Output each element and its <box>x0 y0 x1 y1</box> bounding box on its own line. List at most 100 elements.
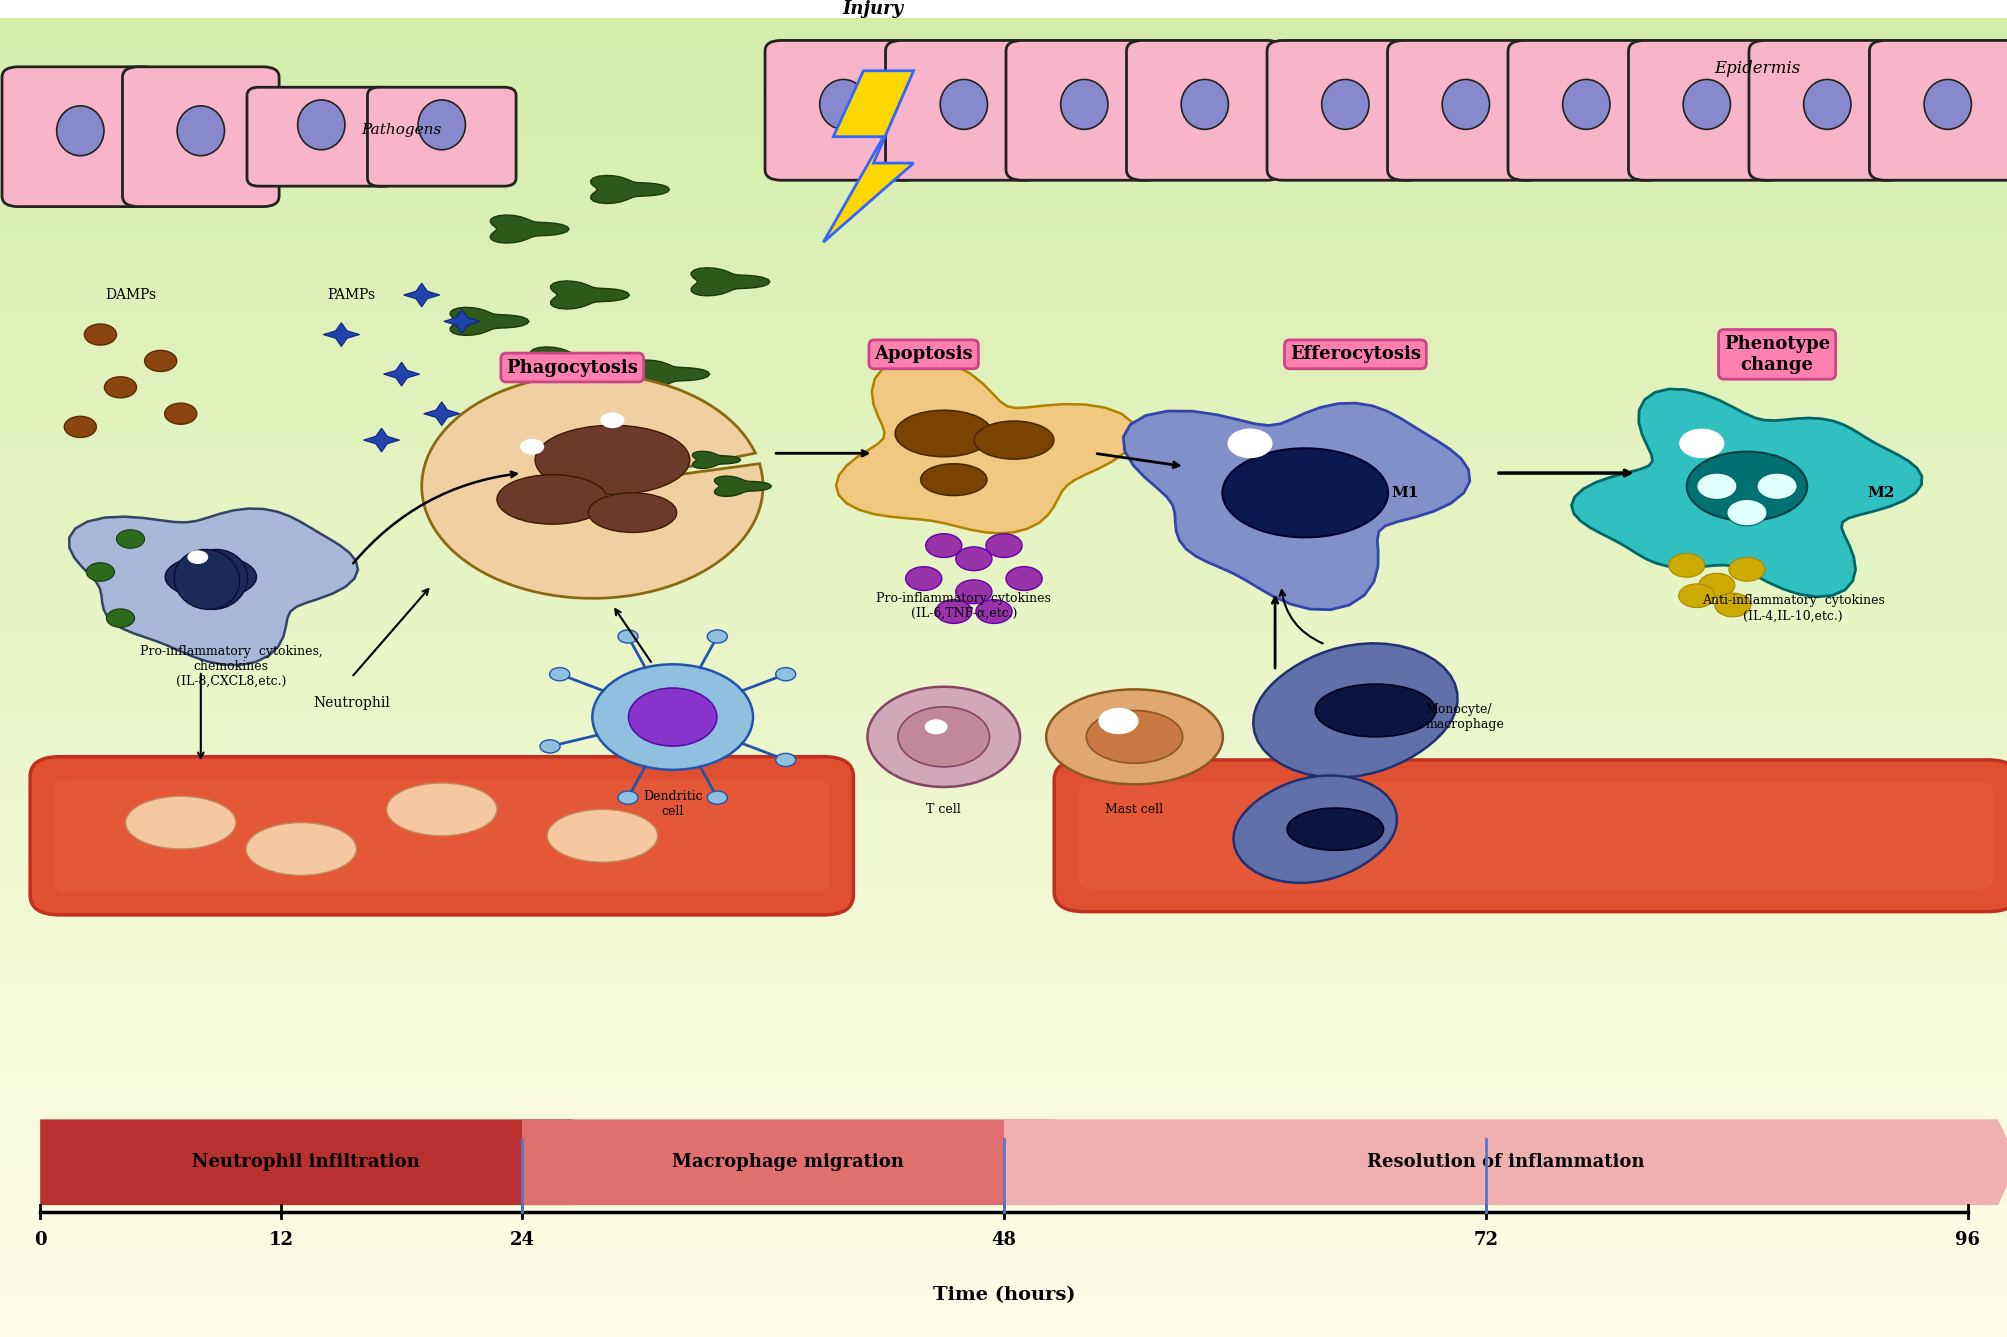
Polygon shape <box>1122 402 1469 610</box>
Ellipse shape <box>1441 79 1489 130</box>
Bar <box>0 413 2007 427</box>
Text: 12: 12 <box>269 1231 293 1250</box>
Circle shape <box>1668 554 1704 578</box>
Bar <box>0 770 2007 783</box>
Polygon shape <box>530 346 608 374</box>
Polygon shape <box>1252 643 1457 778</box>
Bar <box>0 703 2007 717</box>
Bar <box>0 928 2007 941</box>
Text: Dendritic
cell: Dendritic cell <box>642 790 702 818</box>
Ellipse shape <box>1046 690 1222 785</box>
Bar <box>0 1034 2007 1047</box>
Bar <box>0 730 2007 743</box>
Bar <box>0 1205 2007 1218</box>
Polygon shape <box>692 452 741 468</box>
FancyBboxPatch shape <box>367 87 516 186</box>
Ellipse shape <box>546 809 658 862</box>
Polygon shape <box>383 362 419 386</box>
Text: M2: M2 <box>1867 485 1895 500</box>
Bar <box>0 1152 2007 1166</box>
Circle shape <box>1726 500 1766 525</box>
Text: Macrophage migration: Macrophage migration <box>672 1154 903 1171</box>
Ellipse shape <box>939 79 987 130</box>
Circle shape <box>1226 429 1272 459</box>
Ellipse shape <box>1060 79 1108 130</box>
Circle shape <box>955 580 991 603</box>
Polygon shape <box>403 283 440 308</box>
Bar <box>0 519 2007 532</box>
Polygon shape <box>590 175 668 203</box>
Text: Injury: Injury <box>843 0 903 17</box>
Bar <box>0 1245 2007 1258</box>
Bar <box>0 269 2007 282</box>
Bar <box>0 136 2007 150</box>
Ellipse shape <box>1321 79 1369 130</box>
FancyBboxPatch shape <box>1869 40 2007 180</box>
Bar <box>0 1231 2007 1245</box>
Bar <box>0 505 2007 519</box>
Polygon shape <box>40 1119 632 1205</box>
Bar <box>0 44 2007 57</box>
FancyBboxPatch shape <box>885 40 1042 180</box>
Circle shape <box>923 719 947 734</box>
FancyBboxPatch shape <box>1387 40 1543 180</box>
Circle shape <box>104 377 136 398</box>
Circle shape <box>1714 594 1750 616</box>
Circle shape <box>1756 473 1796 500</box>
Ellipse shape <box>1222 448 1387 537</box>
Bar <box>0 717 2007 730</box>
Bar <box>0 822 2007 836</box>
Bar <box>0 1271 2007 1285</box>
Bar <box>0 123 2007 136</box>
Text: Phagocytosis: Phagocytosis <box>506 358 638 377</box>
FancyBboxPatch shape <box>247 87 395 186</box>
Bar <box>0 995 2007 1007</box>
Circle shape <box>540 739 560 753</box>
Circle shape <box>975 600 1012 623</box>
Bar <box>0 321 2007 334</box>
Ellipse shape <box>919 464 985 496</box>
Ellipse shape <box>297 100 345 150</box>
Bar <box>0 638 2007 651</box>
Bar <box>0 915 2007 928</box>
Polygon shape <box>363 428 399 452</box>
Ellipse shape <box>417 100 466 150</box>
Bar <box>0 901 2007 915</box>
Polygon shape <box>1232 775 1397 882</box>
Ellipse shape <box>534 425 690 495</box>
Text: 0: 0 <box>34 1231 46 1250</box>
FancyBboxPatch shape <box>1507 40 1664 180</box>
Bar <box>0 427 2007 440</box>
Bar <box>0 1112 2007 1126</box>
Polygon shape <box>610 413 688 441</box>
Bar <box>0 876 2007 889</box>
Bar <box>0 1218 2007 1231</box>
Ellipse shape <box>1180 79 1228 130</box>
Bar <box>0 1166 2007 1179</box>
Ellipse shape <box>385 783 496 836</box>
FancyBboxPatch shape <box>1006 40 1162 180</box>
Polygon shape <box>444 309 480 333</box>
Circle shape <box>145 350 177 372</box>
Bar <box>0 797 2007 809</box>
FancyBboxPatch shape <box>1628 40 1784 180</box>
Text: Apoptosis: Apoptosis <box>873 345 973 364</box>
Bar <box>0 743 2007 757</box>
Bar <box>0 678 2007 691</box>
Bar <box>0 111 2007 123</box>
Text: 72: 72 <box>1473 1231 1497 1250</box>
Circle shape <box>165 404 197 424</box>
FancyBboxPatch shape <box>765 40 921 180</box>
FancyBboxPatch shape <box>54 779 829 893</box>
Ellipse shape <box>175 550 239 610</box>
Ellipse shape <box>895 410 991 457</box>
Circle shape <box>955 547 991 571</box>
Bar <box>0 190 2007 203</box>
Bar <box>0 309 2007 321</box>
Ellipse shape <box>1682 79 1730 130</box>
Circle shape <box>935 600 971 623</box>
Bar <box>0 1099 2007 1112</box>
Bar <box>0 664 2007 678</box>
Ellipse shape <box>588 493 676 532</box>
Text: Mast cell: Mast cell <box>1106 802 1162 816</box>
